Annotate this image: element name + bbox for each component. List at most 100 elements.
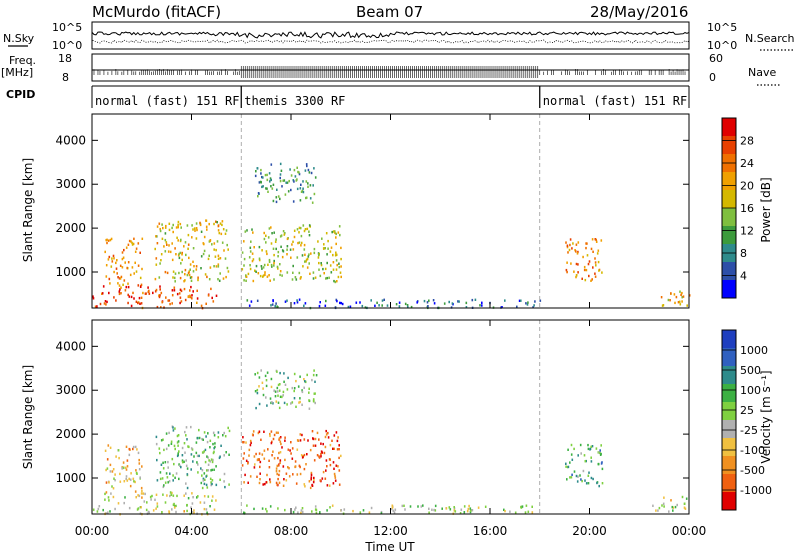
heatmap-cell [122,256,125,259]
heatmap-cell [329,506,331,509]
heatmap-cell [158,222,161,225]
heatmap-cell [320,455,322,458]
power-colorbar-segment [722,226,736,245]
power-colorbar-label: Power [dB] [759,177,773,242]
heatmap-cell [159,477,162,481]
heatmap-cell [204,448,207,452]
heatmap-cell [590,445,592,448]
heatmap-cell [133,480,135,483]
heatmap-cell [296,228,299,231]
heatmap-cell [275,400,278,403]
heatmap-cell [186,438,188,441]
heatmap-cell [212,442,214,446]
heatmap-cell [453,506,455,509]
heatmap-cell [258,452,261,455]
heatmap-cell [175,504,177,508]
heatmap-cell [106,238,108,241]
heatmap-cell [595,238,597,242]
heatmap-cell [332,447,334,450]
heatmap-cell [183,460,185,463]
heatmap-cell [299,472,302,476]
heatmap-cell [313,192,316,196]
heatmap-cell [465,301,468,305]
heatmap-cell [277,507,279,510]
heatmap-cell [577,263,579,266]
heatmap-cell [445,507,448,510]
heatmap-cell [270,377,273,381]
heatmap-cell [241,464,244,467]
heatmap-cell [572,242,574,245]
heatmap-cell [281,255,284,259]
heatmap-cell [197,276,199,279]
heatmap-cell [299,226,302,230]
power-ytick-label: 3000 [55,177,86,191]
heatmap-cell [314,444,317,447]
heatmap-cell [330,246,333,249]
heatmap-cell [317,256,320,259]
date-title: 28/May/2016 [590,3,688,21]
heatmap-cell [160,439,163,442]
heatmap-cell [131,243,134,246]
heatmap-cell [271,454,273,457]
heatmap-cell [159,262,161,265]
heatmap-cell [189,268,191,271]
heatmap-cell [223,472,226,476]
heatmap-cell [178,252,180,256]
heatmap-cell [310,476,313,479]
heatmap-cell [179,276,182,280]
heatmap-cell [249,267,252,271]
heatmap-cell [109,463,112,467]
heatmap-cell [207,456,209,459]
heatmap-cell [181,251,183,255]
heatmap-cell [178,477,180,481]
heatmap-cell [196,436,199,440]
heatmap-cell [335,251,337,254]
heatmap-cell [320,452,322,456]
heatmap-cell [269,279,271,282]
heatmap-cell [303,229,306,233]
heatmap-cell [171,294,174,297]
heatmap-cell [531,511,534,514]
heatmap-cell [660,296,663,299]
heatmap-cell [334,476,337,479]
heatmap-cell [683,502,686,505]
heatmap-cell [314,176,317,179]
heatmap-cell [141,496,143,499]
heatmap-cell [164,461,167,464]
heatmap-cell [187,233,190,237]
heatmap-cell [308,253,310,256]
velocity-colorbar-segment [722,492,736,511]
heatmap-cell [265,507,267,511]
heatmap-cell [322,442,324,446]
heatmap-cell [310,473,313,477]
heatmap-cell [265,481,268,484]
heatmap-cell [677,301,680,304]
heatmap-cell [325,459,328,462]
heatmap-cell [214,255,217,258]
heatmap-cell [111,485,113,488]
heatmap-cell [276,464,279,468]
heatmap-cell [434,504,437,508]
heatmap-cell [172,429,175,432]
heatmap-cell [169,494,171,498]
heatmap-cell [186,486,189,490]
velocity-colorbar-segment [722,438,736,457]
heatmap-cell [164,501,167,504]
heatmap-cell [181,270,183,274]
heatmap-cell [222,277,225,280]
heatmap-cell [192,260,194,263]
heatmap-cell [596,252,599,255]
heatmap-cell [287,466,289,469]
x-tick-label: 04:00 [174,524,209,538]
heatmap-cell [168,511,171,514]
heatmap-cell [292,179,295,182]
heatmap-cell [300,511,302,515]
heatmap-cell [343,508,346,511]
heatmap-cell [284,458,286,462]
heatmap-cell [463,505,466,508]
x-tick-label: 12:00 [373,524,408,538]
heatmap-cell [128,239,131,243]
heatmap-cell [272,450,274,453]
heatmap-cell [301,507,304,510]
heatmap-cell [291,386,294,390]
